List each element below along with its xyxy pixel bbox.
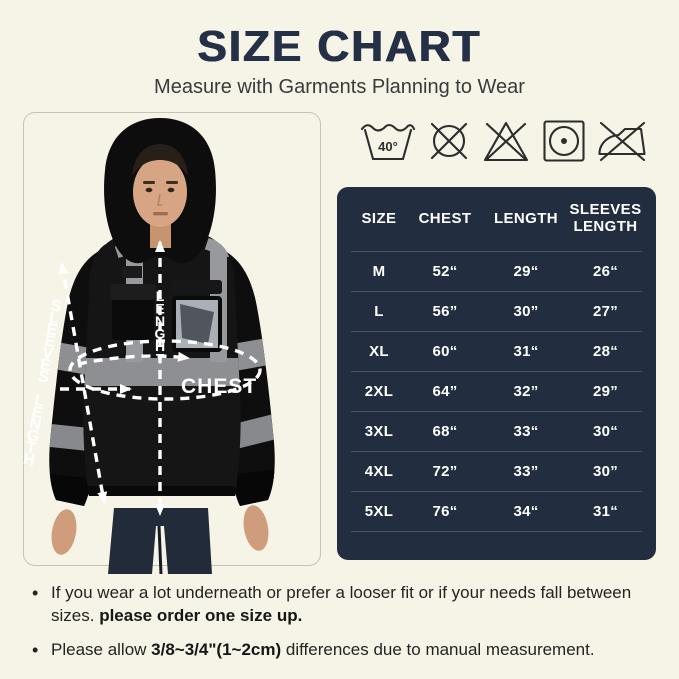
cell-chest: 60“ — [432, 343, 458, 360]
cell-length: 34“ — [513, 503, 539, 520]
page-title: SIZE CHART — [197, 22, 482, 71]
table-row: 4XL 72” 33” 30” — [351, 451, 642, 491]
length-annotation-label: LENGHT — [152, 288, 168, 363]
header-cell-size: SIZE — [361, 209, 397, 227]
header-cell-length: LENGTH — [493, 209, 559, 227]
hem-band — [83, 486, 238, 496]
chest-pocket-left — [110, 266, 156, 340]
page-subtitle: Measure with Garments Planning to Wear — [154, 76, 525, 98]
cell-sleeves: 28“ — [592, 343, 619, 360]
table-row: M 52“ 29“ 26“ — [351, 251, 642, 291]
table-row: 2XL 64” 32” 29” — [351, 371, 642, 411]
jeans — [108, 508, 212, 574]
note-text: differences due to manual measurement. — [281, 639, 595, 659]
model-illustration — [49, 118, 275, 574]
machine-wash-40-icon: 40° — [360, 123, 416, 161]
note-text: If you wear a lot underneath or prefer a… — [51, 583, 632, 625]
cell-size: L — [374, 303, 384, 320]
tumble-dry-icon — [542, 120, 585, 162]
note-text-bold: 3/8~3/4"(1~2cm) — [151, 639, 282, 659]
cell-sleeves: 27” — [592, 303, 619, 320]
cell-length: 33“ — [513, 423, 539, 440]
face — [133, 157, 187, 227]
size-table: SIZE CHEST LENGTH SLEEVES LENGTH M 52“ 2… — [337, 187, 656, 560]
header-cell-chest: CHEST — [418, 209, 472, 227]
cell-size: 2XL — [364, 383, 394, 400]
table-row: 3XL 68“ 33“ 30“ — [351, 411, 642, 451]
table-row: L 56” 30” 27” — [351, 291, 642, 331]
cell-length: 32” — [513, 383, 539, 400]
cell-length: 30” — [513, 303, 539, 320]
bullet-icon: • — [32, 639, 39, 660]
note-text-bold: please order one size up. — [99, 605, 303, 625]
cell-size: 3XL — [364, 423, 394, 440]
cell-sleeves: 30“ — [592, 423, 619, 440]
cell-size: M — [372, 263, 386, 280]
cell-sleeves: 31“ — [592, 503, 619, 520]
cell-length: 31“ — [513, 343, 539, 360]
cell-size: XL — [369, 343, 389, 360]
cell-sleeves: 26“ — [592, 263, 619, 280]
do-not-iron-icon — [598, 121, 646, 162]
cell-chest: 68“ — [432, 423, 458, 440]
sleeve-length-arrow — [58, 262, 108, 504]
cell-size: 5XL — [364, 503, 394, 520]
right-hand — [243, 505, 269, 551]
cell-chest: 64” — [432, 383, 458, 400]
cell-chest: 72” — [432, 463, 458, 480]
table-body: M 52“ 29“ 26“ L 56” 30” 27” XL 60“ 31“ 2… — [351, 251, 642, 532]
hair — [132, 144, 188, 176]
notes-section: • If you wear a lot underneath or prefer … — [30, 582, 654, 673]
note-text: Please allow — [51, 639, 152, 659]
cell-sleeves: 30” — [592, 463, 619, 480]
cell-chest: 76“ — [432, 503, 458, 520]
note-item: • Please allow 3/8~3/4"(1~2cm) difference… — [30, 639, 654, 662]
wash-temp-label: 40° — [378, 139, 398, 154]
cell-sleeves: 29” — [592, 383, 619, 400]
cell-chest: 52“ — [432, 263, 458, 280]
id-window-pocket — [172, 280, 222, 352]
table-header-row: SIZE CHEST LENGTH SLEEVES LENGTH — [351, 187, 642, 251]
note-item: • If you wear a lot underneath or prefer … — [30, 582, 654, 628]
header-cell-sleeves-length: SLEEVES LENGTH — [569, 201, 642, 235]
do-not-dry-clean-icon — [430, 122, 467, 160]
cell-length: 33” — [513, 463, 539, 480]
table-row: XL 60“ 31“ 28“ — [351, 331, 642, 371]
measurement-annotations — [58, 240, 262, 516]
chest-annotation-label: CHEST — [181, 375, 258, 398]
chest-upper-arrow — [77, 351, 190, 366]
table-row: 5XL 76“ 34“ 31“ — [351, 491, 642, 532]
left-hand — [51, 509, 77, 555]
do-not-bleach-icon — [483, 121, 529, 162]
bullet-icon: • — [32, 583, 39, 603]
cell-size: 4XL — [364, 463, 394, 480]
care-symbols-row: 40° — [360, 113, 648, 169]
cell-length: 29“ — [513, 263, 539, 280]
cell-chest: 56” — [432, 303, 458, 320]
model-figure: LENGHT CHEST SLEEVES LENGTH — [18, 112, 330, 574]
